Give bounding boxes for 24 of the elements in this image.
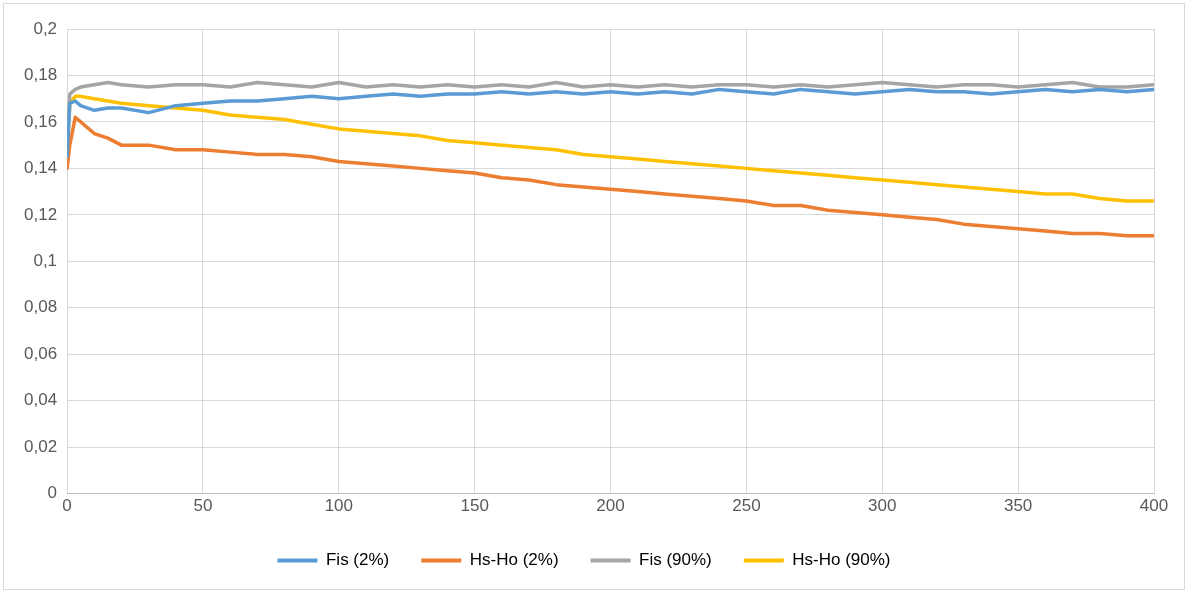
- x-tick-label: 50: [193, 496, 213, 516]
- y-tick-label: 0,02: [23, 436, 58, 456]
- legend-label: Fis (2%): [325, 550, 390, 570]
- y-tick-label: 0: [47, 483, 58, 503]
- y-tick-label: 0,18: [23, 65, 58, 85]
- y-tick-label: 0,04: [23, 390, 58, 410]
- x-tick-label: 250: [732, 496, 761, 516]
- y-tick-label: 0,16: [23, 111, 58, 131]
- y-tick-label: 0,1: [33, 250, 58, 270]
- x-tick-label: 150: [460, 496, 489, 516]
- y-tick-label: 0,08: [23, 297, 58, 317]
- y-tick-label: 0,06: [23, 343, 58, 363]
- x-tick-label: 350: [1003, 496, 1033, 516]
- y-tick-label: 0,2: [33, 18, 58, 38]
- x-tick-label: 100: [324, 496, 353, 516]
- x-tick-label: 200: [596, 496, 625, 516]
- y-tick-label: 0,14: [23, 158, 58, 178]
- y-tick-label: 0,12: [23, 204, 58, 224]
- x-tick-label: 400: [1139, 496, 1169, 516]
- x-tick-label: 0: [62, 496, 72, 516]
- legend-label: Hs-Ho (2%): [469, 550, 559, 570]
- legend-label: Fis (90%): [639, 550, 712, 570]
- x-tick-label: 300: [868, 496, 897, 516]
- legend-label: Hs-Ho (90%): [792, 550, 891, 570]
